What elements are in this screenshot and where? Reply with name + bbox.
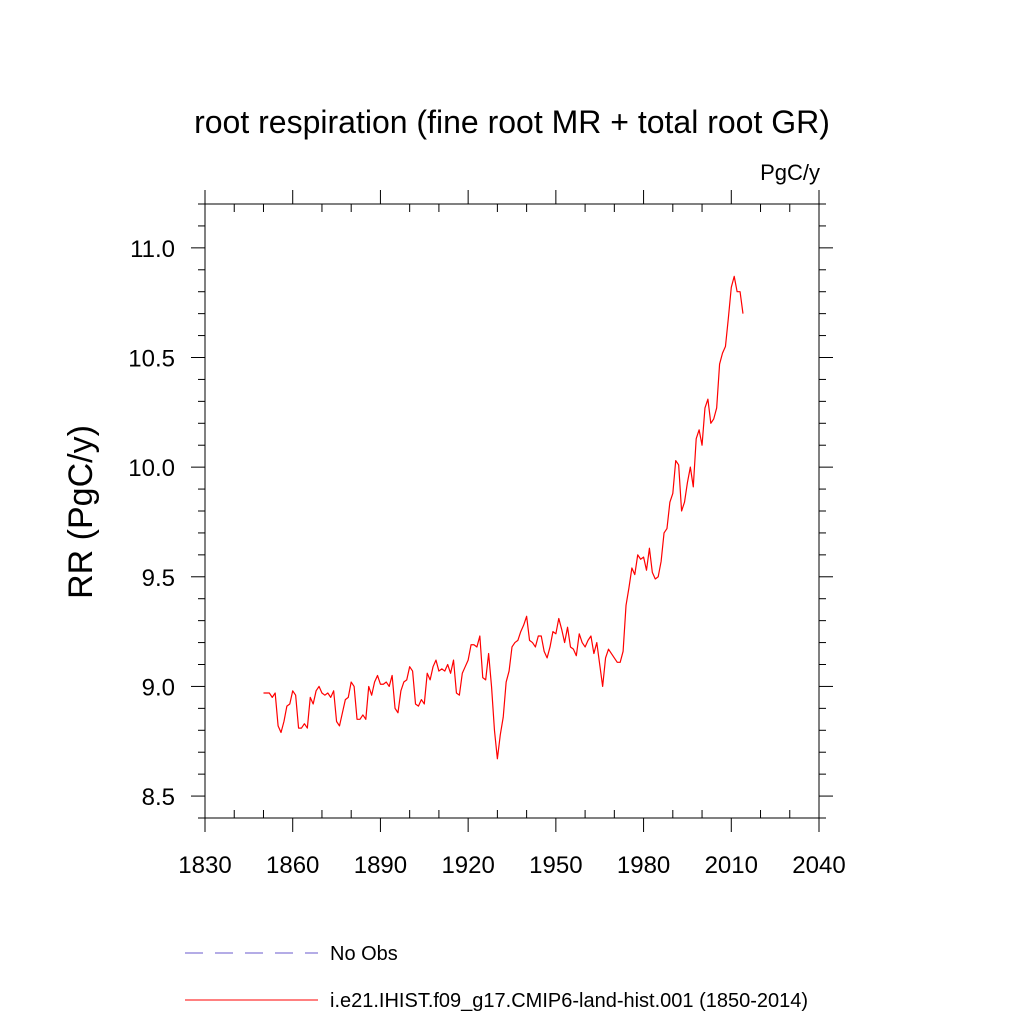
y-axis-label: RR (PgC/y) (62, 425, 100, 599)
units-label: PgC/y (760, 160, 820, 185)
plot-frame (204, 203, 820, 819)
x-tick-label: 1890 (354, 852, 407, 879)
x-tick-label: 1980 (617, 852, 670, 879)
legend-label-no-obs: No Obs (330, 943, 398, 965)
x-tick-label: 2040 (792, 852, 845, 879)
x-axis-ticks (204, 190, 820, 832)
x-axis-tick-labels: 1830 1860 1890 1920 1950 1980 2010 2040 (178, 852, 845, 879)
y-tick-label: 10.5 (128, 346, 175, 373)
y-axis-ticks (191, 203, 833, 819)
y-tick-label: 8.5 (142, 784, 175, 811)
legend-label-model-run: i.e21.IHIST.f09_g17.CMIP6-land-hist.001 … (330, 990, 808, 1012)
x-tick-label: 1920 (441, 852, 494, 879)
x-tick-label: 2010 (705, 852, 758, 879)
x-tick-label: 1830 (178, 852, 231, 879)
y-axis-tick-labels: 8.5 9.0 9.5 10.0 10.5 11.0 (128, 236, 175, 811)
x-tick-label: 1950 (529, 852, 582, 879)
y-tick-label: 10.0 (128, 455, 175, 482)
y-tick-label: 9.5 (142, 565, 175, 592)
y-tick-label: 9.0 (142, 674, 175, 701)
chart-title: root respiration (fine root MR + total r… (194, 104, 830, 140)
legend: No Obs i.e21.IHIST.f09_g17.CMIP6-land-hi… (185, 943, 808, 1012)
y-tick-label: 11.0 (130, 236, 175, 263)
series-layer (263, 275, 744, 760)
series-line (263, 275, 744, 760)
x-tick-label: 1860 (266, 852, 319, 879)
